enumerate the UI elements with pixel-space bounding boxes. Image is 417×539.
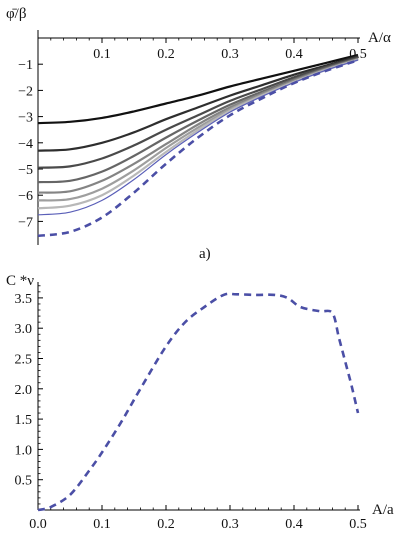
x-tick-label: 0.0	[29, 517, 47, 532]
y-tick-label: 3.5	[15, 292, 33, 307]
series-group	[37, 292, 360, 512]
y-tick-label: 2.5	[15, 353, 33, 368]
y-tick-label: −1	[18, 58, 33, 73]
series-line-1	[37, 53, 359, 125]
y-axis-label: C *ν	[6, 273, 34, 289]
y-tick-label: 0.5	[15, 474, 33, 489]
series-group	[37, 53, 359, 238]
y-tick-label: 1.5	[15, 413, 33, 428]
y-tick-label: −6	[18, 189, 33, 204]
series-line-9	[37, 59, 359, 238]
series-line-2	[37, 55, 359, 152]
x-tick-label: 0.1	[93, 517, 111, 532]
y-tick-label: −5	[18, 163, 33, 178]
y-tick-label: −2	[18, 84, 33, 99]
x-tick-label: 0.5	[349, 517, 367, 532]
chart-phi-over-beta: 0.1 0.2 0.3 0.4 0.5−1−2−3−4−5−6−7 φ̄/β A/α a…	[6, 6, 391, 262]
chart-c-nu: 0.0 0.1 0.2 0.3 0.4 0.50.51.01.52.02.53.03.5 …	[6, 273, 394, 532]
x-tick-label: 0.1	[93, 47, 111, 62]
x-tick-label: 0.2	[157, 517, 175, 532]
x-tick-label: 0.2	[157, 47, 175, 62]
series-line-5	[37, 57, 359, 194]
y-tick-label: −3	[18, 111, 33, 126]
y-axis-label: φ̄/β	[6, 6, 26, 22]
y-tick-label: 2.0	[15, 383, 33, 398]
tick-marks	[37, 285, 359, 510]
tick-labels: 0.0 0.1 0.2 0.3 0.4 0.5 0.5 1.0 1.5 2.0 2.5 3.0 3.5	[15, 292, 367, 532]
y-tick-label: −4	[18, 137, 33, 152]
y-tick-label: 3.0	[15, 322, 33, 337]
y-tick-label: −7	[18, 215, 33, 230]
x-tick-label: 0.3	[221, 517, 239, 532]
series-line-1	[37, 292, 360, 512]
figure-caption: a)	[199, 246, 211, 262]
series-line-3	[37, 56, 359, 169]
x-axis-label: A/a	[372, 502, 394, 518]
x-tick-label: 0.3	[221, 47, 239, 62]
tick-labels: 0.1 0.2 0.3 0.4 0.5−1−2−3−4−5−6−7	[18, 47, 367, 230]
x-axis-label: A/α	[368, 30, 391, 46]
x-tick-label: 0.4	[285, 47, 303, 62]
y-tick-label: 1.0	[15, 443, 33, 458]
x-tick-label: 0.4	[285, 517, 303, 532]
tick-marks	[38, 38, 359, 222]
